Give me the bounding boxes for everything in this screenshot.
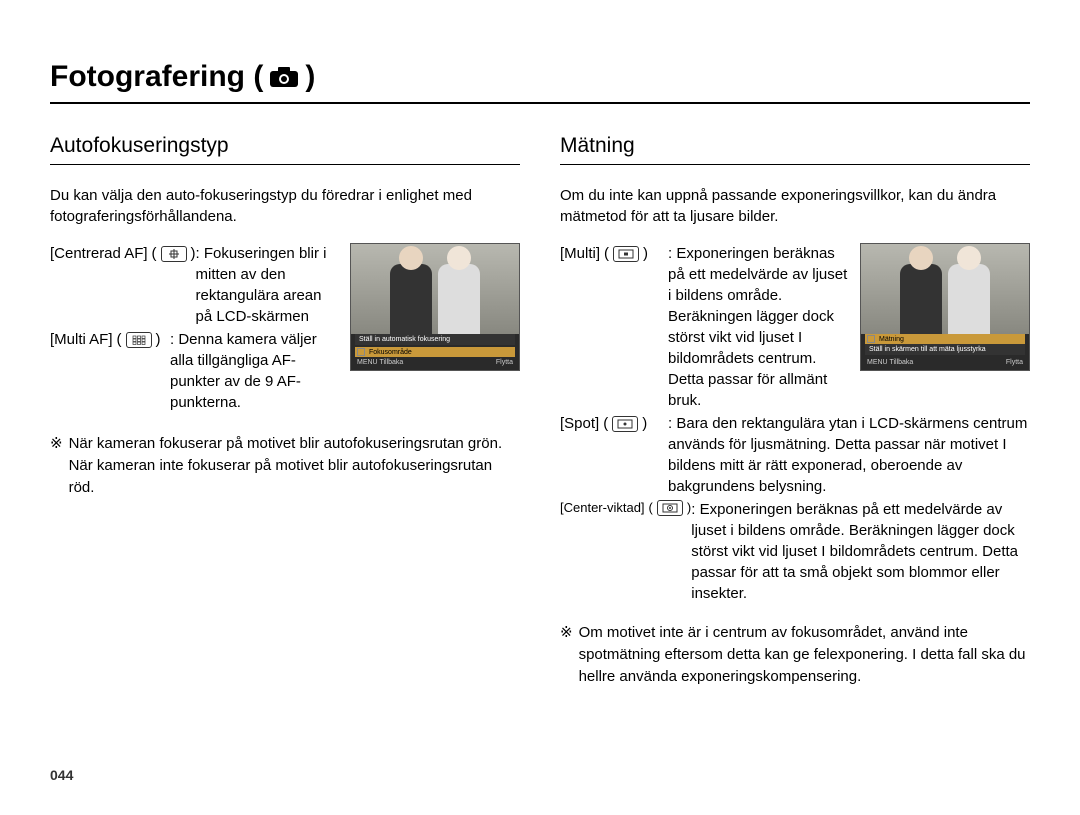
multi-meter-icon — [613, 246, 639, 262]
multi-af-icon — [126, 332, 152, 348]
person-bride — [948, 264, 990, 334]
lcd-photo — [351, 244, 519, 334]
right-heading: Mätning — [560, 134, 1030, 165]
person-groom — [390, 264, 432, 334]
center-meter-icon — [657, 500, 683, 516]
option-desc: Denna kamera väljer alla tillgängliga AF… — [170, 329, 338, 413]
left-column: Autofokuseringstyp Du kan välja den auto… — [50, 134, 520, 687]
person-groom — [900, 264, 942, 334]
left-heading: Autofokuseringstyp — [50, 134, 520, 165]
person-bride — [438, 264, 480, 334]
page-number: 044 — [50, 767, 73, 783]
right-note: ※ Om motivet inte är i centrum av fokuso… — [560, 622, 1030, 687]
option-label: [Spot] ( ) — [560, 413, 668, 434]
option-desc: Exponeringen beräknas på ett medelvärde … — [691, 499, 1030, 604]
spot-meter-icon — [612, 416, 638, 432]
menu-icon — [867, 335, 875, 343]
option-desc: Exponeringen beräknas på ett medelvärde … — [668, 243, 848, 411]
note-mark: ※ — [50, 433, 63, 498]
right-intro: Om du inte kan uppnå passande exponering… — [560, 185, 1030, 227]
option-desc: Fokuseringen blir i mitten av den rektan… — [196, 243, 338, 327]
lcd-menu: Mätning Ställ in skärmen till att mäta l… — [865, 334, 1025, 366]
page-title-text: Fotografering ( — [50, 60, 263, 94]
page-title: Fotografering ( ) — [50, 60, 1030, 104]
lcd-photo — [861, 244, 1029, 334]
lcd-preview-left: Ställ in automatisk fokusering Fokusområ… — [350, 243, 520, 371]
left-note: ※ När kameran fokuserar på motivet blir … — [50, 433, 520, 498]
option-row: [Multi AF] ( ) Denna kamera väljer alla … — [50, 329, 338, 413]
right-column: Mätning Om du inte kan uppnå passande ex… — [560, 134, 1030, 687]
left-intro: Du kan välja den auto-fokuseringstyp du … — [50, 185, 520, 227]
right-options-block: [Multi] ( ) Exponeringen beräknas på ett… — [560, 243, 1030, 413]
option-row: [Spot] ( ) Bara den rektangulära ytan i … — [560, 413, 1030, 497]
note-mark: ※ — [560, 622, 573, 687]
menu-icon — [357, 348, 365, 356]
lcd-menu: Ställ in automatisk fokusering Fokusområ… — [355, 334, 515, 366]
option-row: [Multi] ( ) Exponeringen beräknas på ett… — [560, 243, 848, 411]
option-label: [Multi AF] ( ) — [50, 329, 170, 350]
option-row: [Centrerad AF] ( ) Fokuseringen blir i m… — [50, 243, 338, 327]
option-row: [Center-viktad] ( ) Exponeringen beräkna… — [560, 499, 1030, 604]
option-desc: Bara den rektangulära ytan i LCD-skärmen… — [668, 413, 1030, 497]
option-label: [Multi] ( ) — [560, 243, 668, 264]
lcd-preview-right: Mätning Ställ in skärmen till att mäta l… — [860, 243, 1030, 371]
left-options-block: [Centrerad AF] ( ) Fokuseringen blir i m… — [50, 243, 520, 415]
center-af-icon — [161, 246, 187, 262]
option-label: [Center-viktad] ( ) — [560, 499, 691, 517]
page-title-suffix: ) — [305, 60, 315, 94]
option-label: [Centrerad AF] ( ) — [50, 243, 196, 264]
content-columns: Autofokuseringstyp Du kan välja den auto… — [50, 134, 1030, 687]
camera-icon — [269, 66, 299, 88]
